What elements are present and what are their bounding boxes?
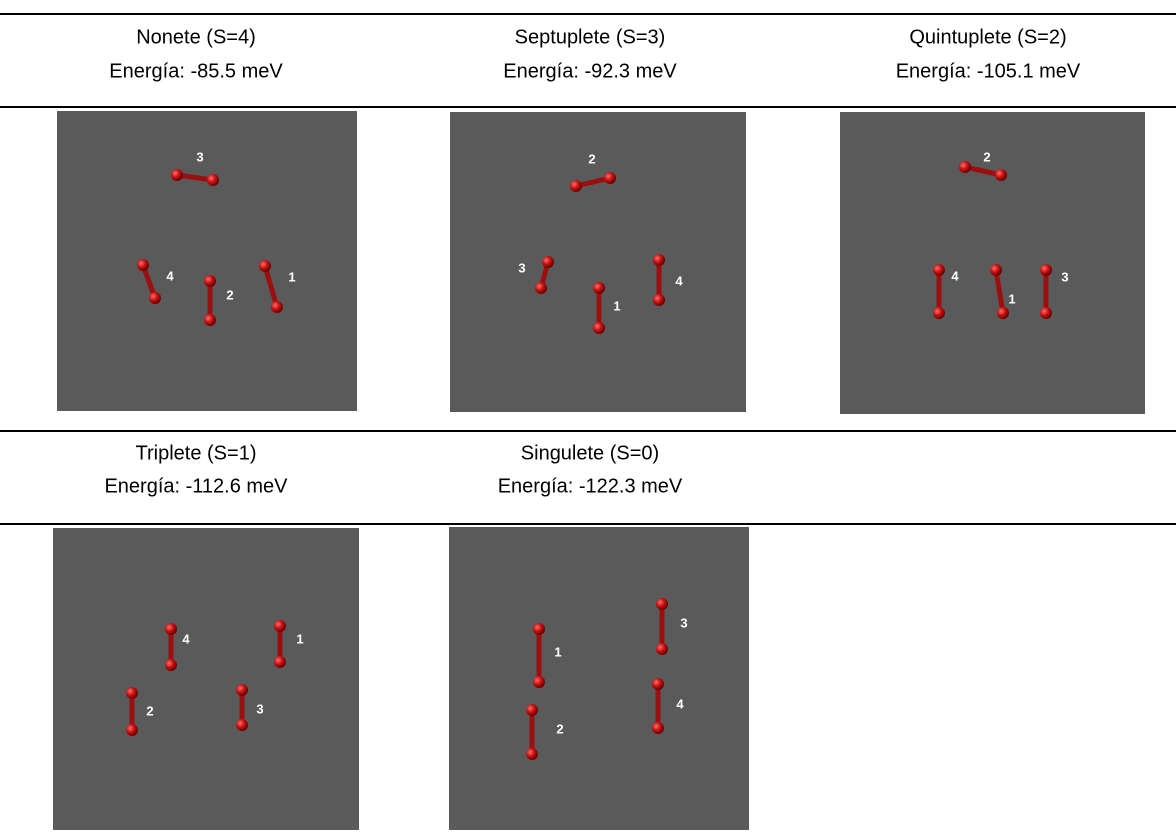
atom [652,722,664,734]
atom [593,322,605,334]
molecule-label: 1 [1008,291,1015,306]
atom [535,282,547,294]
cell-title: Quintuplete (S=2) [909,26,1066,48]
molecule-label: 3 [518,260,525,275]
render-image [450,112,746,412]
atom [533,623,545,635]
render-image [449,527,749,830]
cell-energy: Energía: -122.3 meV [498,475,683,497]
atom [656,643,668,655]
atom [204,314,216,326]
cell-title: Triplete (S=1) [136,442,257,464]
molecule-label: 2 [588,151,595,166]
atom [652,678,664,690]
atom [126,687,138,699]
cell: Septuplete (S=3) Energía: -92.3 meV 2 3 1 4 [450,26,746,412]
atom [165,659,177,671]
cell-energy: Energía: -105.1 meV [896,60,1081,82]
cell-energy: Energía: -85.5 meV [109,60,283,82]
molecule-label: 4 [675,273,683,288]
atom [933,307,945,319]
render-image [840,112,1145,414]
cell-title: Nonete (S=4) [136,26,256,48]
cell: Nonete (S=4) Energía: -85.5 meV 3 4 2 1 [57,26,357,411]
molecule-label: 4 [676,696,684,711]
figure-table: Nonete (S=4)Energía: -85.5 meV3421Septup… [0,0,1176,839]
atom [165,623,177,635]
atom [137,259,149,271]
molecule-label: 2 [983,149,990,164]
molecule-label: 3 [1061,269,1068,284]
molecule-label: 1 [554,644,561,659]
molecule-label: 2 [556,721,563,736]
atom [271,301,283,313]
molecule-label: 3 [256,701,263,716]
molecule-label: 2 [146,703,153,718]
cell: Triplete (S=1) Energía: -112.6 meV 4 1 2 3 [53,442,359,830]
page: Nonete (S=4)Energía: -85.5 meV3421Septup… [0,0,1176,839]
atom [959,161,971,173]
molecule-label: 4 [166,268,174,283]
atom [1040,307,1052,319]
atom [997,307,1009,319]
atom [593,282,605,294]
cell-energy: Energía: -92.3 meV [503,60,677,82]
atom [570,180,582,192]
atom [656,598,668,610]
atom [149,292,161,304]
atom [604,172,616,184]
render-image [53,528,359,830]
atom [526,748,538,760]
atom [990,264,1002,276]
molecule-label: 1 [613,298,620,313]
atom [259,260,271,272]
atom [1040,264,1052,276]
cell-title: Singulete (S=0) [521,442,659,464]
molecule-label: 1 [288,269,295,284]
molecule-label: 4 [182,631,190,646]
molecule-label: 1 [296,631,303,646]
cell: Quintuplete (S=2) Energía: -105.1 meV 2 4 1 3 [840,26,1145,414]
atom [526,704,538,716]
molecule-label: 3 [680,615,687,630]
atom [204,275,216,287]
molecule-label: 4 [951,268,959,283]
molecule-label: 3 [196,149,203,164]
atom [236,684,248,696]
atom [995,169,1007,181]
atom [653,294,665,306]
cell-energy: Energía: -112.6 meV [104,475,288,497]
atom [542,256,554,268]
cell: Singulete (S=0) Energía: -122.3 meV 1 3 2 4 [449,442,749,830]
atom [171,169,183,181]
atom [533,676,545,688]
molecule-label: 2 [226,287,233,302]
atom [274,656,286,668]
atom [236,719,248,731]
atom [126,724,138,736]
atom [653,254,665,266]
atom [933,264,945,276]
render-image [57,111,357,411]
cell-title: Septuplete (S=3) [515,26,666,48]
atom [274,620,286,632]
atom [207,174,219,186]
